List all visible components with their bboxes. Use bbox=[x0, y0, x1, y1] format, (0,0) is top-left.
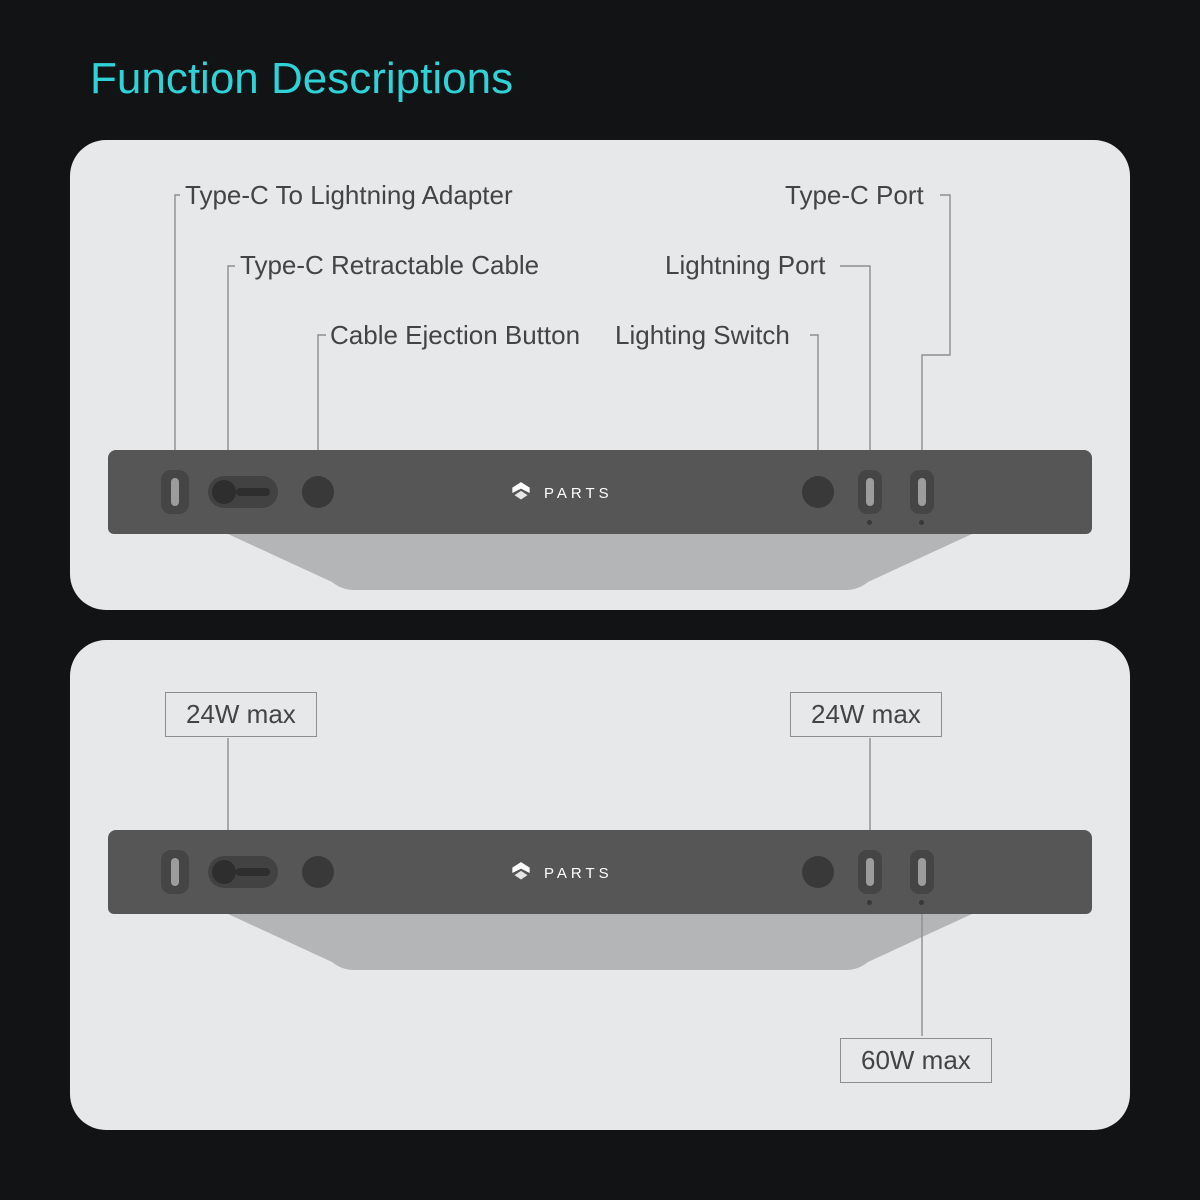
device-bar-1: PARTS bbox=[108, 450, 1092, 534]
lighting-switch-icon-2 bbox=[802, 856, 834, 888]
device-base-1 bbox=[108, 534, 1092, 590]
typec-port-dot bbox=[919, 520, 924, 525]
panel-power: 24W max 24W max 60W max PARTS bbox=[70, 640, 1130, 1130]
logo-text-2: PARTS bbox=[544, 865, 613, 882]
lighting-switch-icon bbox=[802, 476, 834, 508]
ejection-button-icon bbox=[302, 476, 334, 508]
ejection-button-icon-2 bbox=[302, 856, 334, 888]
port-cable-recess bbox=[208, 476, 278, 508]
logo-icon bbox=[508, 480, 534, 506]
typec-port-icon-2 bbox=[910, 850, 934, 894]
port-adapter-slot-2 bbox=[161, 850, 189, 894]
typec-port-dot-2 bbox=[919, 900, 924, 905]
lightning-port-dot bbox=[867, 520, 872, 525]
leader-lines-top bbox=[70, 140, 1130, 470]
port-cable-recess-2 bbox=[208, 856, 278, 888]
lightning-port-icon-2 bbox=[858, 850, 882, 894]
page-title: Function Descriptions bbox=[90, 54, 513, 104]
lightning-port-dot-2 bbox=[867, 900, 872, 905]
device-bar-2: PARTS bbox=[108, 830, 1092, 914]
panel-functions: Type-C To Lightning Adapter Type-C Retra… bbox=[70, 140, 1130, 610]
logo-text: PARTS bbox=[544, 485, 613, 502]
device-logo-2: PARTS bbox=[508, 860, 613, 886]
logo-icon-2 bbox=[508, 860, 534, 886]
lightning-port-icon bbox=[858, 470, 882, 514]
typec-port-icon bbox=[910, 470, 934, 514]
port-adapter-slot bbox=[161, 470, 189, 514]
device-logo: PARTS bbox=[508, 480, 613, 506]
leader-lines-power-bottom bbox=[70, 914, 1130, 1054]
leader-lines-power-top bbox=[70, 640, 1130, 840]
